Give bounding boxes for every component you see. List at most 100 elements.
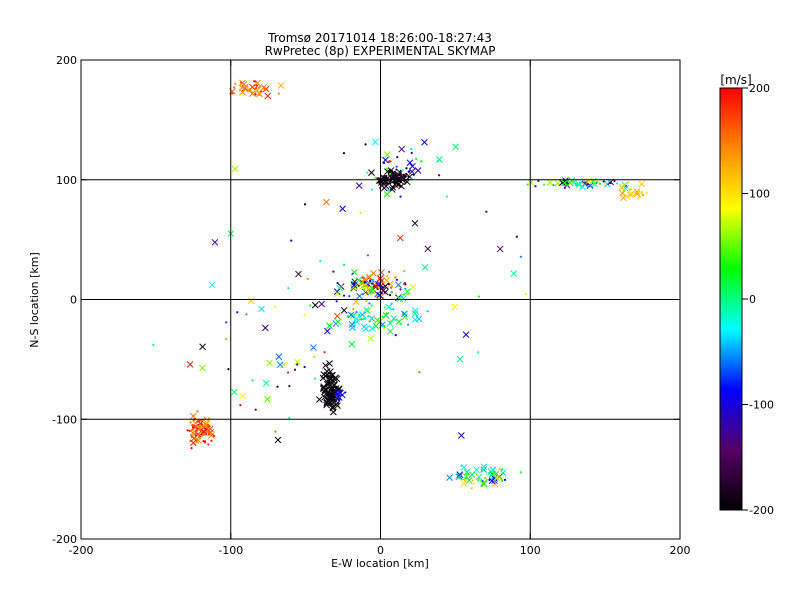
data-point-dot: [386, 275, 389, 278]
data-point-dot: [197, 436, 201, 439]
data-point-dot: [477, 295, 480, 298]
data-point-x: [411, 310, 419, 317]
data-point-x: [404, 288, 411, 296]
data-point-dot: [190, 435, 193, 439]
y-tick-label: 100: [56, 174, 77, 187]
data-point-x: [628, 190, 635, 198]
colorbar-tick-label: 200: [749, 82, 770, 95]
data-point-dot: [336, 395, 340, 398]
data-point-x: [510, 270, 518, 277]
data-point-dot: [503, 478, 507, 481]
data-point-x: [406, 159, 414, 167]
data-point-x: [295, 270, 302, 278]
data-point-dot: [233, 86, 236, 89]
data-point-x: [323, 327, 331, 335]
data-point-dot: [303, 314, 306, 317]
data-point-dot: [420, 160, 423, 163]
data-point-x: [496, 245, 504, 253]
data-point-dot: [194, 432, 198, 435]
data-point-dot: [389, 160, 392, 163]
data-point-dot: [519, 255, 522, 258]
data-point-dot: [277, 92, 280, 95]
data-point-dot: [519, 471, 522, 474]
data-point-dot: [207, 431, 211, 434]
data-point-dot: [231, 92, 234, 95]
data-point-dot: [418, 371, 421, 374]
data-point-dot: [616, 182, 619, 185]
data-point-dot: [390, 286, 393, 289]
data-point-x: [386, 328, 394, 335]
data-point-dot: [152, 343, 155, 347]
data-point-dot: [483, 481, 486, 484]
data-point-x: [623, 193, 631, 200]
data-point-dot: [191, 434, 195, 437]
data-point-dot: [394, 292, 397, 296]
data-point-x: [411, 219, 419, 227]
x-tick-label: 0: [377, 544, 384, 557]
data-point-dot: [357, 284, 360, 287]
data-point-dot: [287, 286, 290, 290]
data-point-x: [452, 143, 459, 151]
data-point-x: [324, 381, 332, 388]
data-point-dot: [640, 192, 643, 195]
data-point-dot: [198, 419, 201, 422]
data-point-x: [360, 323, 368, 331]
data-point-dot: [346, 315, 350, 318]
data-point-x: [458, 432, 465, 439]
data-point-dot: [303, 365, 306, 369]
data-point-x: [327, 398, 334, 406]
data-point-dot: [475, 472, 478, 475]
data-point-x: [619, 189, 626, 197]
data-point-x: [383, 276, 390, 284]
grid-lines: [81, 60, 680, 539]
data-point-x: [493, 474, 501, 481]
data-point-dot: [274, 305, 277, 308]
data-point-x: [475, 473, 483, 481]
data-point-x: [377, 179, 385, 186]
data-point-dot: [188, 429, 191, 433]
data-point-dot: [367, 315, 370, 318]
data-point-x: [559, 179, 566, 187]
data-point-x: [396, 234, 404, 242]
data-point-x: [239, 392, 246, 400]
data-point-x: [401, 310, 408, 318]
data-point-dot: [524, 292, 527, 296]
data-point-dot: [199, 424, 202, 427]
data-point-dot: [239, 404, 242, 407]
data-point-x: [362, 281, 369, 289]
data-point-x: [310, 344, 317, 351]
data-point-dot: [351, 272, 354, 275]
data-point-x: [333, 312, 341, 320]
data-point-dot: [366, 171, 369, 174]
x-axis-label: E-W location [km]: [331, 557, 429, 570]
data-point-x: [414, 167, 422, 174]
data-point-x: [274, 436, 282, 444]
data-point-dot: [396, 156, 399, 159]
y-tick-label: -200: [52, 533, 77, 546]
data-point-dot: [402, 293, 405, 296]
data-point-dot: [645, 192, 648, 195]
x-tick-label: 200: [670, 544, 691, 557]
data-point-x: [350, 281, 358, 289]
data-point-x: [327, 379, 335, 386]
data-point-x: [199, 343, 206, 351]
data-point-dot: [368, 279, 372, 282]
data-point-x: [333, 288, 341, 295]
data-point-x: [323, 401, 330, 409]
data-point-dot: [360, 318, 363, 321]
data-point-dot: [363, 281, 366, 284]
data-point-dot: [470, 487, 473, 490]
data-point-dot: [293, 368, 297, 371]
data-point-dot: [402, 175, 405, 178]
data-point-dot: [213, 434, 216, 437]
data-point-x: [211, 238, 219, 246]
data-point-dot: [313, 355, 316, 359]
data-point-dot: [392, 171, 395, 175]
data-point-dot: [408, 170, 411, 173]
data-point-x: [409, 283, 417, 291]
data-point-dot: [344, 391, 347, 394]
data-point-dot: [589, 183, 592, 187]
data-point-dot: [584, 181, 587, 184]
data-point-dot: [483, 476, 487, 480]
